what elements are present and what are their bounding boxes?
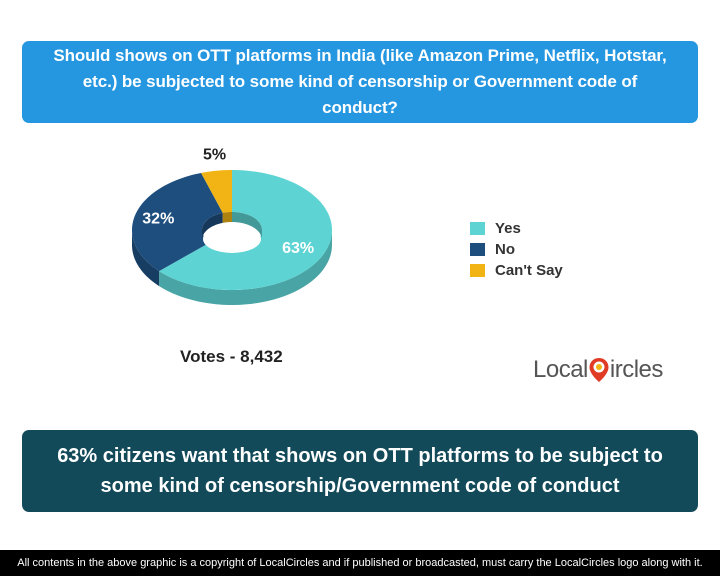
- slice-yes: [159, 170, 332, 290]
- data-label-yes: 63%: [282, 240, 314, 257]
- slice-no: [132, 172, 223, 272]
- logo-text-ircles: ircles: [609, 355, 664, 383]
- copyright-footer: All contents in the above graphic is a c…: [0, 550, 720, 576]
- slice-side-no: [132, 230, 160, 287]
- logo-pin-icon: [589, 358, 609, 383]
- legend-label-cant-say: Can't Say: [495, 262, 563, 279]
- legend-swatch-cant-say: [470, 264, 485, 277]
- votes-count: Votes - 8,432: [180, 347, 283, 366]
- legend-label-yes: Yes: [495, 220, 521, 237]
- legend: Yes No Can't Say: [470, 218, 563, 281]
- legend-swatch-yes: [470, 222, 485, 235]
- legend-label-no: No: [495, 241, 515, 258]
- conclusion-banner: 63% citizens want that shows on OTT plat…: [22, 430, 698, 512]
- chart-area: 63% 32% 5%: [0, 140, 720, 340]
- slice-inner-wall-no: [202, 212, 223, 240]
- data-label-no: 32%: [142, 210, 174, 227]
- legend-item-no: No: [470, 239, 563, 260]
- conclusion-text: 63% citizens want that shows on OTT plat…: [57, 445, 663, 497]
- footer-text: All contents in the above graphic is a c…: [17, 557, 703, 569]
- question-banner: Should shows on OTT platforms in India (…: [22, 41, 698, 123]
- donut-hole: [203, 225, 261, 253]
- logo-text-local: Local: [533, 355, 588, 383]
- donut-chart: 63% 32% 5%: [132, 147, 332, 305]
- localcircles-logo: Local ircles: [533, 350, 693, 390]
- legend-item-cant-say: Can't Say: [470, 260, 563, 281]
- slice-inner-wall-can-t-say: [222, 212, 232, 223]
- data-label-can-t-say: 5%: [203, 147, 226, 164]
- legend-swatch-no: [470, 243, 485, 256]
- question-text: Should shows on OTT platforms in India (…: [53, 46, 667, 117]
- logo-text: Local ircles: [533, 356, 663, 385]
- slice-side-yes: [159, 230, 332, 305]
- slice-can-t-say: [201, 170, 232, 213]
- legend-item-yes: Yes: [470, 218, 563, 239]
- slice-inner-wall-yes: [232, 212, 262, 240]
